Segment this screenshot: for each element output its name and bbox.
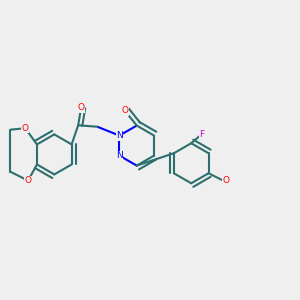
- Text: N: N: [116, 131, 123, 140]
- Text: O: O: [78, 103, 85, 112]
- Text: N: N: [116, 151, 123, 160]
- Text: F: F: [199, 130, 204, 139]
- Text: O: O: [25, 176, 32, 185]
- Text: O: O: [22, 124, 29, 133]
- Text: O: O: [122, 106, 128, 115]
- Text: O: O: [223, 176, 230, 185]
